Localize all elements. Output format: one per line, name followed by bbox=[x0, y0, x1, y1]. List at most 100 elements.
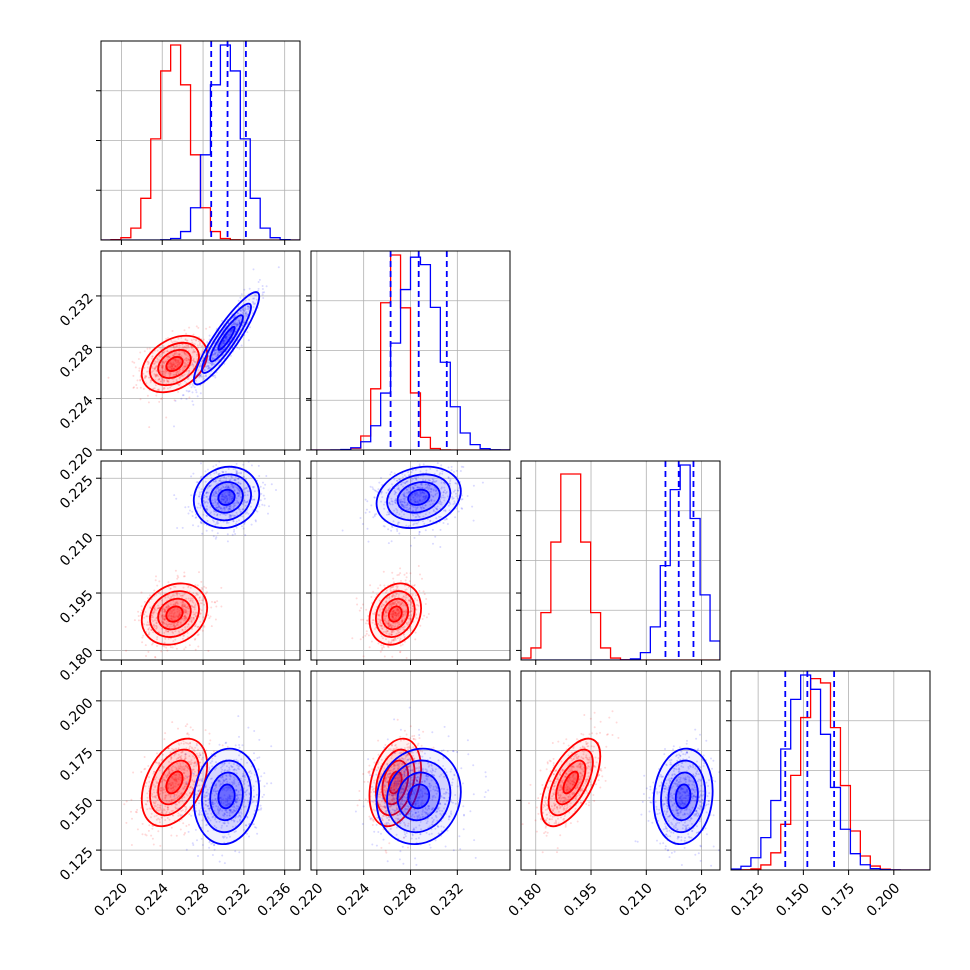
sample-point bbox=[195, 379, 198, 382]
sample-point bbox=[212, 465, 215, 468]
sample-point bbox=[200, 522, 203, 525]
sample-point bbox=[161, 627, 163, 630]
sample-point bbox=[186, 723, 189, 726]
sample-point bbox=[215, 349, 218, 352]
sample-point bbox=[214, 618, 217, 621]
sample-point bbox=[145, 834, 148, 837]
sample-point bbox=[183, 373, 186, 376]
sample-point bbox=[162, 610, 165, 613]
sample-point bbox=[187, 607, 190, 610]
sample-point bbox=[387, 646, 390, 649]
sample-point bbox=[413, 584, 416, 586]
sample-point bbox=[183, 329, 186, 332]
sample-point bbox=[161, 378, 163, 381]
sample-point bbox=[399, 644, 402, 647]
sample-point bbox=[228, 513, 231, 516]
sample-point bbox=[147, 628, 150, 631]
sample-point bbox=[233, 502, 236, 505]
sample-point bbox=[211, 854, 214, 856]
sample-point bbox=[391, 655, 394, 658]
sample-point bbox=[235, 462, 238, 465]
sample-point bbox=[391, 571, 394, 574]
sample-point bbox=[185, 616, 188, 619]
sample-point bbox=[173, 608, 176, 611]
sample-point bbox=[199, 754, 202, 756]
grid bbox=[101, 251, 300, 450]
sample-point bbox=[218, 358, 221, 361]
sample-point bbox=[220, 344, 223, 347]
sample-point bbox=[252, 268, 255, 271]
sample-point bbox=[181, 346, 184, 349]
sample-point bbox=[209, 615, 212, 618]
sample-point bbox=[253, 294, 256, 297]
sample-point bbox=[187, 361, 190, 364]
sample-point bbox=[183, 611, 186, 614]
sample-point bbox=[263, 291, 266, 294]
sample-point bbox=[154, 374, 157, 376]
sample-point bbox=[147, 361, 150, 364]
sample-point bbox=[224, 470, 227, 473]
sample-point bbox=[243, 310, 246, 312]
sample-point bbox=[139, 378, 142, 381]
sample-point bbox=[171, 363, 174, 366]
sample-point bbox=[419, 573, 421, 576]
sample-point bbox=[226, 533, 229, 536]
sample-point bbox=[187, 512, 190, 515]
sample-point bbox=[244, 512, 247, 515]
sample-point bbox=[174, 625, 177, 627]
sample-point bbox=[364, 511, 367, 514]
sample-point bbox=[182, 617, 185, 620]
sample-point bbox=[265, 285, 268, 288]
sample-point bbox=[181, 628, 184, 631]
sample-point bbox=[229, 333, 232, 336]
sample-point bbox=[172, 380, 175, 383]
sample-point bbox=[171, 646, 174, 649]
sample-point bbox=[253, 759, 256, 762]
sample-point bbox=[146, 624, 149, 627]
sample-point bbox=[225, 336, 228, 339]
sample-point bbox=[179, 613, 182, 616]
sample-point bbox=[191, 510, 194, 513]
sample-point bbox=[253, 297, 256, 300]
sample-point bbox=[194, 603, 197, 606]
sample-point bbox=[259, 485, 262, 488]
sample-point bbox=[163, 617, 166, 620]
sample-point bbox=[233, 323, 236, 326]
sample-point bbox=[175, 592, 178, 595]
sample-point bbox=[194, 389, 197, 392]
sample-point bbox=[201, 350, 204, 353]
sample-point bbox=[152, 620, 155, 623]
sample-point bbox=[164, 637, 167, 640]
sample-point bbox=[192, 617, 195, 620]
sample-point bbox=[259, 804, 262, 807]
sample-point bbox=[173, 362, 176, 365]
sample-point bbox=[248, 298, 251, 301]
sample-point bbox=[417, 565, 420, 567]
sample-point bbox=[184, 353, 187, 356]
sample-point bbox=[151, 642, 154, 645]
sample-point bbox=[183, 352, 186, 355]
sample-point bbox=[418, 531, 421, 533]
sample-point bbox=[155, 365, 158, 368]
sample-point bbox=[125, 821, 128, 824]
sample-point bbox=[238, 321, 241, 324]
sample-point bbox=[450, 465, 453, 468]
sample-point bbox=[162, 377, 165, 380]
sample-point bbox=[183, 648, 186, 651]
sample-point bbox=[153, 373, 156, 375]
sample-point bbox=[254, 519, 257, 522]
sample-point bbox=[192, 616, 195, 619]
sample-point bbox=[245, 311, 248, 313]
sample-point bbox=[390, 529, 393, 532]
sample-point bbox=[379, 650, 382, 653]
sample-point bbox=[188, 383, 191, 386]
sample-point bbox=[199, 612, 202, 615]
sample-point bbox=[238, 735, 240, 738]
sample-point bbox=[183, 634, 185, 637]
sample-point bbox=[194, 623, 197, 626]
sample-point bbox=[152, 623, 155, 626]
sample-point bbox=[240, 344, 243, 347]
sample-point bbox=[173, 352, 176, 355]
sample-point bbox=[163, 610, 166, 613]
